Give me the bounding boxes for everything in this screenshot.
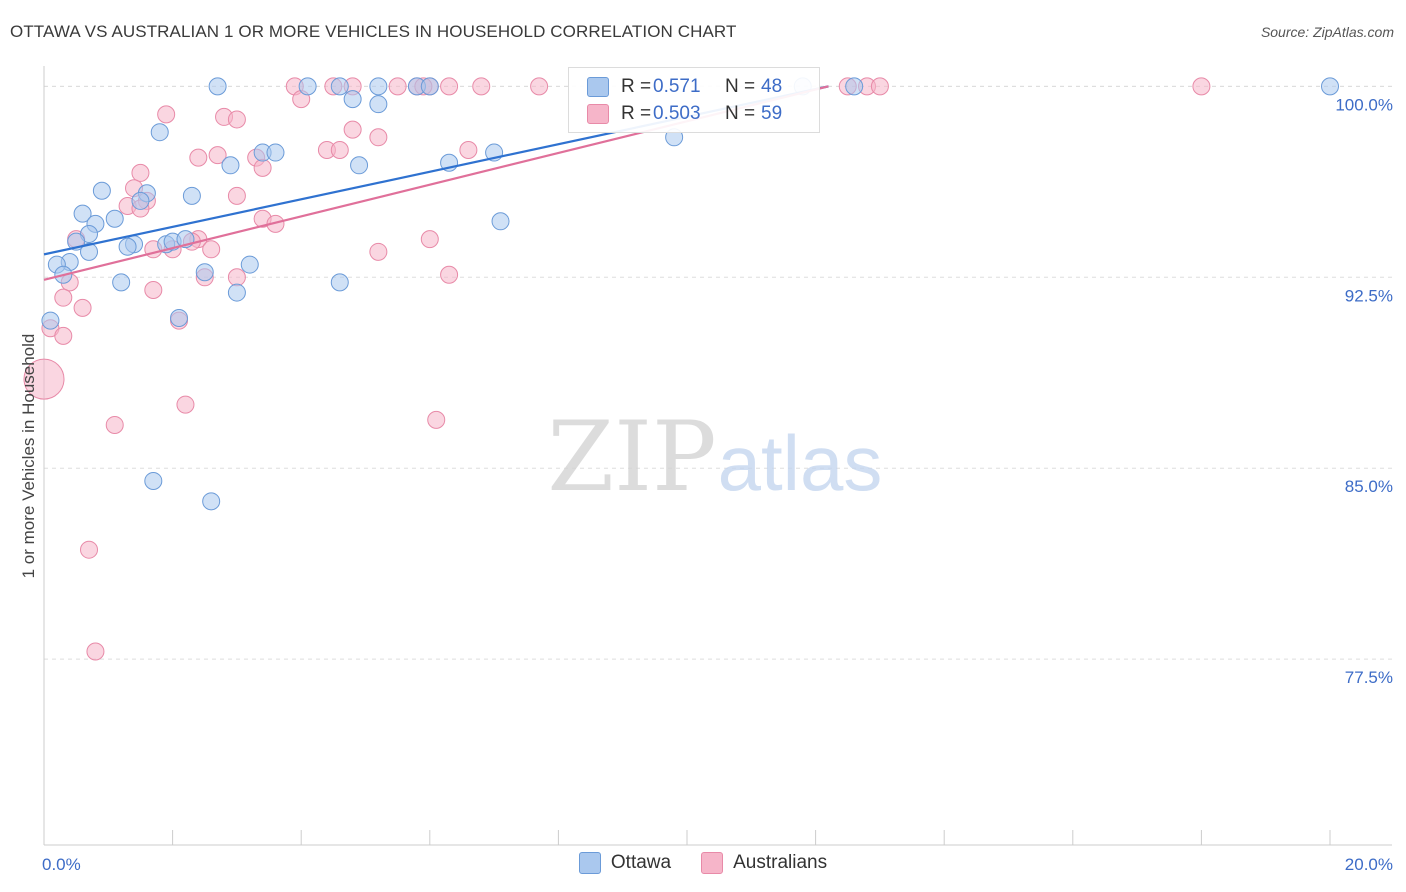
australians-point — [227, 268, 246, 287]
watermark-zip: ZIP — [547, 401, 716, 513]
ottawa-point — [240, 255, 259, 274]
x-tick-label: 20.0% — [1345, 855, 1393, 874]
stats-legend: R = 0.571 N = 48 R = 0.503 N = 59 — [568, 67, 820, 133]
ottawa-swatch — [578, 852, 601, 874]
australians-point — [440, 265, 459, 284]
ottawa-point — [369, 77, 388, 96]
australians-point — [459, 141, 478, 160]
ottawa-point — [1321, 77, 1339, 96]
australians-point — [388, 77, 407, 96]
australians-point — [54, 288, 73, 307]
australians-point — [369, 128, 388, 147]
ottawa-point — [41, 311, 60, 330]
australians-point — [144, 281, 163, 300]
y-tick-label: 92.5% — [1345, 286, 1393, 305]
australians-point — [530, 77, 549, 96]
ottawa-point — [221, 156, 240, 175]
legend-item-australians[interactable]: Australians — [701, 852, 827, 874]
series-legend: Ottawa Australians — [0, 852, 1406, 874]
y-tick-label: 85.0% — [1345, 477, 1393, 496]
australians-point — [157, 105, 176, 124]
australians-point — [202, 240, 221, 259]
legend-item-ottawa[interactable]: Ottawa — [578, 852, 672, 874]
australians-point — [23, 358, 65, 400]
australians-point — [227, 110, 246, 129]
australians-point — [131, 163, 150, 182]
australians-point — [73, 298, 92, 317]
australians-point — [86, 642, 105, 661]
y-axis-label: 1 or more Vehicles in Household — [19, 334, 38, 579]
tick-labels: 100.0% 92.5% 85.0% 77.5% 0.0% 20.0% — [42, 95, 1393, 874]
n-label: N = — [725, 103, 756, 124]
ottawa-point — [369, 95, 388, 114]
y-tick-label: 100.0% — [1335, 95, 1393, 114]
ottawa-point — [112, 273, 131, 292]
ottawa-point — [80, 242, 99, 261]
ottawa-point — [208, 77, 227, 96]
australians-point — [330, 141, 349, 160]
ottawa-point — [195, 263, 214, 282]
australians-swatch — [587, 104, 609, 124]
legend-label-ottawa: Ottawa — [610, 852, 672, 873]
ottawa-point — [350, 156, 369, 175]
ottawa-point — [845, 77, 864, 96]
x-tick-label: 0.0% — [42, 855, 81, 874]
ottawa-point — [343, 90, 362, 109]
australians-point — [343, 120, 362, 139]
ottawa-swatch — [587, 77, 609, 97]
ottawa-point — [118, 237, 137, 256]
ottawa-point — [202, 492, 221, 511]
chart-title: OTTAWA VS AUSTRALIAN 1 OR MORE VEHICLES … — [10, 22, 737, 41]
y-tick-label: 77.5% — [1345, 668, 1393, 687]
ottawa-point — [150, 123, 169, 142]
australians-point — [472, 77, 491, 96]
ottawa-point — [170, 309, 189, 328]
n-label: N = — [725, 76, 756, 97]
australians-point — [253, 158, 272, 177]
australians-point — [369, 242, 388, 261]
australians-point — [105, 415, 124, 434]
australians-point — [189, 148, 208, 167]
axes — [43, 66, 1392, 846]
australians-point — [176, 395, 195, 414]
ottawa-point — [144, 471, 163, 490]
ottawa-point — [420, 77, 439, 96]
r-value: 0.571 — [653, 76, 701, 97]
australians-point — [80, 540, 99, 559]
australians-point — [420, 230, 439, 249]
ottawa-point — [105, 209, 124, 228]
n-value: 48 — [761, 76, 783, 97]
source-label: Source: ZipAtlas.com — [1260, 24, 1394, 40]
australians-point — [440, 77, 459, 96]
australians-point — [427, 410, 446, 429]
ottawa-point — [182, 186, 201, 205]
ottawa-point — [491, 212, 510, 231]
australians-point — [54, 326, 73, 345]
ottawa-point — [330, 273, 349, 292]
r-label: R = — [621, 76, 652, 97]
n-value: 59 — [761, 103, 783, 124]
ottawa-point — [227, 283, 246, 302]
australians-swatch — [701, 852, 724, 874]
r-value: 0.503 — [653, 103, 701, 124]
ottawa-point — [266, 143, 285, 162]
australians-point — [227, 186, 246, 205]
stats-row-ottawa: R = 0.571 N = 48 — [587, 74, 782, 100]
ottawa-point — [298, 77, 317, 96]
ottawa-point — [131, 191, 150, 210]
grid-lines — [44, 85, 1392, 660]
ottawa-point — [73, 204, 92, 223]
watermark-atlas: atlas — [718, 419, 883, 507]
ottawa-point — [330, 77, 349, 96]
australians-points — [23, 77, 1211, 661]
australians-point — [1192, 77, 1211, 96]
australians-point — [870, 77, 889, 96]
ottawa-point — [92, 181, 111, 200]
stats-row-australians: R = 0.503 N = 59 — [587, 101, 782, 127]
legend-label-australians: Australians — [733, 852, 828, 873]
r-label: R = — [621, 103, 652, 124]
australians-point — [208, 146, 227, 165]
